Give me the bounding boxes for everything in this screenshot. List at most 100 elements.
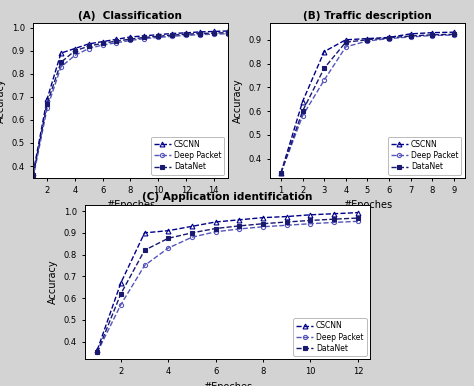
Line: DataNet: DataNet bbox=[279, 32, 456, 175]
CSCNN bbox=[44, 97, 50, 102]
CSCNN bbox=[451, 30, 456, 34]
Deep Packet bbox=[284, 223, 290, 228]
Line: Deep Packet: Deep Packet bbox=[279, 33, 456, 175]
CSCNN bbox=[331, 212, 337, 216]
Deep Packet bbox=[197, 32, 202, 37]
DataNet bbox=[451, 32, 456, 37]
CSCNN bbox=[197, 30, 202, 34]
DataNet bbox=[114, 39, 119, 44]
Deep Packet bbox=[260, 224, 266, 229]
Deep Packet bbox=[355, 219, 361, 223]
CSCNN bbox=[142, 230, 147, 235]
CSCNN bbox=[211, 29, 217, 34]
CSCNN bbox=[30, 171, 36, 175]
DataNet bbox=[386, 36, 392, 40]
Line: DataNet: DataNet bbox=[31, 30, 229, 177]
DataNet bbox=[343, 40, 348, 44]
CSCNN bbox=[429, 30, 435, 35]
CSCNN bbox=[58, 51, 64, 56]
Deep Packet bbox=[118, 302, 124, 307]
Title: (C) Application identification: (C) Application identification bbox=[142, 192, 313, 202]
Line: CSCNN: CSCNN bbox=[31, 29, 230, 175]
Deep Packet bbox=[331, 220, 337, 225]
Deep Packet bbox=[211, 32, 217, 37]
Deep Packet bbox=[343, 45, 348, 49]
Deep Packet bbox=[225, 31, 230, 36]
CSCNN bbox=[114, 37, 119, 42]
X-axis label: #Epoches: #Epoches bbox=[203, 382, 252, 386]
DataNet bbox=[308, 218, 313, 223]
DataNet bbox=[260, 222, 266, 226]
CSCNN bbox=[260, 215, 266, 220]
Deep Packet bbox=[429, 33, 435, 38]
Deep Packet bbox=[114, 41, 119, 45]
CSCNN bbox=[100, 39, 105, 44]
Deep Packet bbox=[165, 246, 171, 251]
Deep Packet bbox=[321, 78, 327, 83]
DataNet bbox=[300, 109, 305, 113]
DataNet bbox=[94, 350, 100, 355]
Deep Packet bbox=[86, 46, 91, 51]
Legend: CSCNN, Deep Packet, DataNet: CSCNN, Deep Packet, DataNet bbox=[151, 137, 225, 174]
X-axis label: #Epoches: #Epoches bbox=[106, 200, 155, 210]
DataNet bbox=[189, 230, 195, 235]
CSCNN bbox=[72, 46, 78, 51]
DataNet bbox=[86, 44, 91, 49]
Deep Packet bbox=[141, 36, 147, 41]
Line: CSCNN: CSCNN bbox=[95, 210, 360, 353]
DataNet bbox=[429, 32, 435, 37]
Deep Packet bbox=[142, 263, 147, 268]
Legend: CSCNN, Deep Packet, DataNet: CSCNN, Deep Packet, DataNet bbox=[388, 137, 462, 174]
Y-axis label: Accuracy: Accuracy bbox=[233, 78, 243, 123]
DataNet bbox=[165, 236, 171, 240]
Deep Packet bbox=[237, 227, 242, 231]
DataNet bbox=[30, 173, 36, 178]
Y-axis label: Accuracy: Accuracy bbox=[48, 259, 58, 304]
CSCNN bbox=[355, 210, 361, 215]
Deep Packet bbox=[94, 350, 100, 355]
DataNet bbox=[128, 37, 133, 41]
Deep Packet bbox=[408, 35, 413, 39]
Deep Packet bbox=[189, 235, 195, 240]
Line: Deep Packet: Deep Packet bbox=[95, 219, 360, 354]
DataNet bbox=[44, 102, 50, 106]
Deep Packet bbox=[365, 39, 370, 43]
Deep Packet bbox=[451, 33, 456, 37]
Line: CSCNN: CSCNN bbox=[279, 30, 456, 175]
Deep Packet bbox=[213, 229, 219, 234]
Deep Packet bbox=[58, 64, 64, 69]
Legend: CSCNN, Deep Packet, DataNet: CSCNN, Deep Packet, DataNet bbox=[293, 318, 367, 356]
CSCNN bbox=[386, 35, 392, 40]
Deep Packet bbox=[30, 175, 36, 180]
DataNet bbox=[155, 34, 161, 39]
Deep Packet bbox=[278, 171, 284, 175]
DataNet bbox=[321, 66, 327, 71]
DataNet bbox=[183, 32, 189, 37]
Deep Packet bbox=[155, 35, 161, 40]
Deep Packet bbox=[300, 113, 305, 118]
Deep Packet bbox=[100, 43, 105, 47]
DataNet bbox=[408, 34, 413, 38]
CSCNN bbox=[343, 37, 348, 42]
CSCNN bbox=[213, 220, 219, 224]
DataNet bbox=[284, 220, 290, 224]
Deep Packet bbox=[386, 36, 392, 41]
CSCNN bbox=[86, 42, 91, 46]
CSCNN bbox=[308, 212, 313, 217]
CSCNN bbox=[300, 99, 305, 104]
DataNet bbox=[118, 291, 124, 296]
DataNet bbox=[142, 248, 147, 252]
DataNet bbox=[100, 41, 105, 46]
Y-axis label: Accuracy: Accuracy bbox=[0, 78, 6, 123]
DataNet bbox=[355, 216, 361, 220]
DataNet bbox=[197, 31, 202, 36]
CSCNN bbox=[183, 30, 189, 35]
DataNet bbox=[211, 31, 217, 36]
Deep Packet bbox=[128, 38, 133, 43]
X-axis label: #Epoches: #Epoches bbox=[343, 200, 392, 210]
CSCNN bbox=[118, 281, 124, 285]
DataNet bbox=[278, 171, 284, 175]
Deep Packet bbox=[308, 222, 313, 226]
CSCNN bbox=[128, 35, 133, 39]
CSCNN bbox=[225, 29, 230, 33]
